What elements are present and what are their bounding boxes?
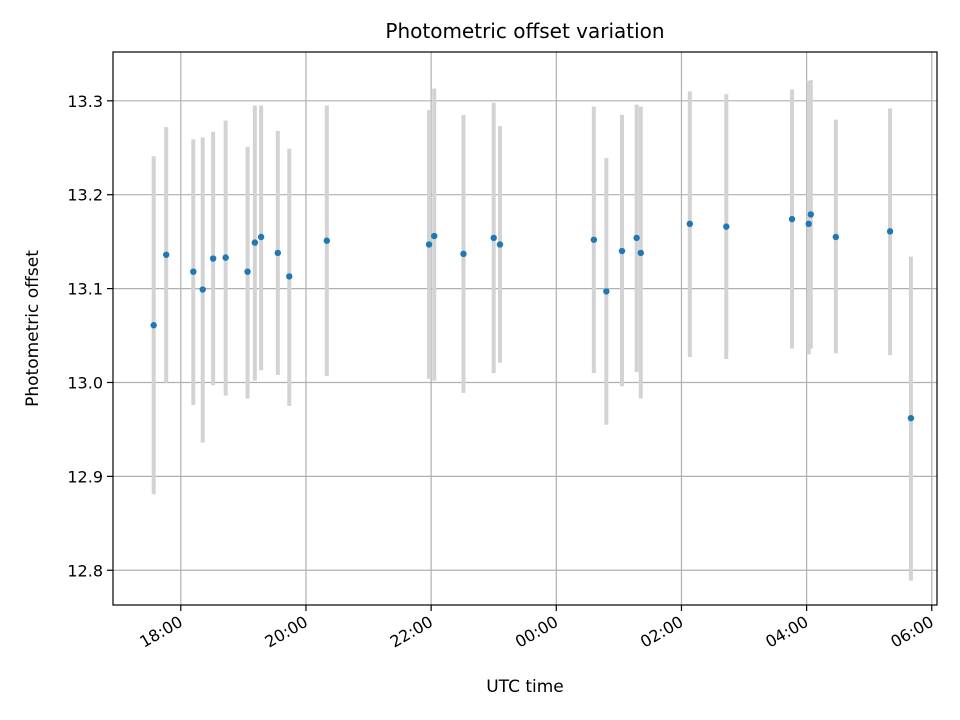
x-axis-title: UTC time: [486, 677, 564, 697]
data-point: [807, 211, 814, 218]
data-point: [603, 288, 610, 295]
data-point: [886, 228, 894, 235]
plot-frame: [112, 51, 938, 606]
y-tick-label: 13.0: [67, 373, 103, 392]
data-point: [244, 268, 251, 275]
chart-title: Photometric offset variation: [385, 19, 664, 43]
data-point: [209, 255, 217, 262]
data-point: [686, 220, 693, 228]
data-point: [832, 233, 840, 241]
data-point: [274, 249, 281, 257]
data-point: [257, 233, 265, 241]
y-axis-ticks: 12.8 12.9 13.0 13.1 13.2 13.3: [67, 92, 113, 580]
data-point: [590, 236, 598, 243]
y-tick-label: 13.3: [67, 92, 103, 111]
data-point: [618, 247, 626, 255]
data-point: [222, 254, 229, 261]
y-tick-label: 13.1: [67, 280, 103, 299]
data-point: [460, 250, 467, 258]
data-points: [150, 211, 915, 422]
data-point: [805, 220, 812, 228]
y-tick-label: 12.8: [67, 561, 103, 580]
data-point: [637, 249, 644, 257]
data-point: [199, 286, 206, 293]
data-point: [490, 234, 497, 242]
y-tick-label: 12.9: [67, 467, 103, 486]
data-point: [251, 239, 259, 246]
data-point: [323, 237, 331, 244]
data-point: [496, 241, 504, 248]
data-point: [190, 268, 197, 275]
data-point: [788, 215, 796, 223]
y-axis-title: Photometric offset: [23, 250, 43, 407]
data-point: [425, 241, 433, 248]
data-point: [633, 234, 640, 242]
data-point: [150, 322, 157, 329]
data-point: [907, 414, 915, 422]
data-point: [431, 232, 438, 240]
data-point: [723, 223, 730, 230]
grid-lines: [113, 52, 937, 605]
data-point: [162, 251, 170, 258]
data-point: [286, 273, 293, 280]
y-tick-label: 13.2: [67, 186, 103, 205]
